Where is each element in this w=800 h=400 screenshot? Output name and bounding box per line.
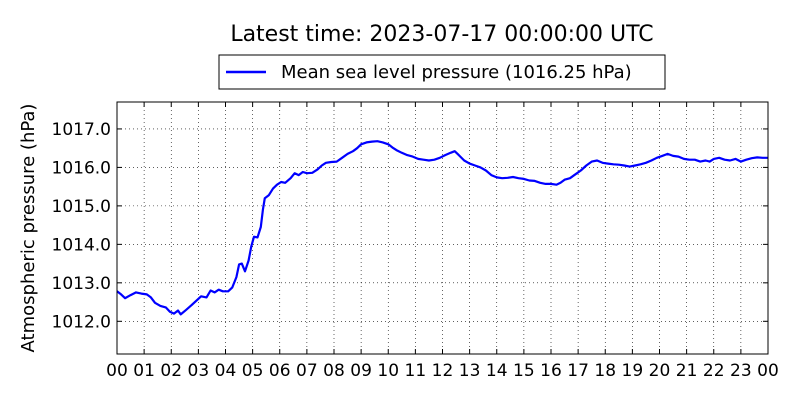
x-tick-label: 23 xyxy=(730,361,752,381)
x-tick-label: 09 xyxy=(350,361,372,381)
x-tick-label: 15 xyxy=(513,361,535,381)
x-axis-ticks: 00 01 02 03 04 05 06 07 08 09 10 11 12 13 14 15 16 17 18 19… xyxy=(106,102,779,381)
x-tick-label: 13 xyxy=(459,361,481,381)
x-tick-label: 06 xyxy=(269,361,291,381)
y-tick-label: 1016.0 xyxy=(52,158,111,178)
x-tick-label: 19 xyxy=(622,361,644,381)
y-tick-label: 1017.0 xyxy=(52,120,111,140)
y-axis-label: Atmospheric pressure (hPa) xyxy=(18,104,39,353)
x-tick-label: 08 xyxy=(323,361,345,381)
x-tick-label: 07 xyxy=(296,361,318,381)
x-tick-label: 16 xyxy=(540,361,562,381)
y-axis-ticks: 1012.0 1013.0 1014.0 1015.0 1016.0 1017.0 xyxy=(52,120,768,332)
y-tick-label: 1013.0 xyxy=(52,274,111,294)
y-tick-label: 1012.0 xyxy=(52,312,111,332)
chart-title: Latest time: 2023-07-17 00:00:00 UTC xyxy=(230,22,653,47)
x-tick-label: 10 xyxy=(377,361,399,381)
grid xyxy=(117,102,768,354)
x-tick-label: 00 xyxy=(106,361,128,381)
x-tick-label: 03 xyxy=(188,361,210,381)
x-tick-label: 11 xyxy=(405,361,427,381)
legend-box xyxy=(218,54,666,90)
x-tick-label: 22 xyxy=(703,361,725,381)
series-line-mslp xyxy=(116,140,768,316)
x-tick-label: 00 xyxy=(757,361,779,381)
x-tick-label: 12 xyxy=(432,361,454,381)
series-layer xyxy=(116,140,768,316)
legend-label: Mean sea level pressure (1016.25 hPa) xyxy=(281,62,632,83)
x-tick-label: 17 xyxy=(567,361,589,381)
x-tick-label: 21 xyxy=(676,361,698,381)
x-tick-label: 01 xyxy=(133,361,155,381)
y-tick-label: 1015.0 xyxy=(52,197,111,217)
x-tick-label: 14 xyxy=(486,361,508,381)
x-tick-label: 20 xyxy=(649,361,671,381)
x-tick-label: 05 xyxy=(242,361,264,381)
x-tick-label: 02 xyxy=(160,361,182,381)
y-tick-label: 1014.0 xyxy=(52,235,111,255)
x-tick-label: 04 xyxy=(215,361,237,381)
legend: Mean sea level pressure (1016.25 hPa) xyxy=(218,54,666,90)
x-tick-label: 18 xyxy=(594,361,616,381)
plot-frame xyxy=(116,101,769,355)
